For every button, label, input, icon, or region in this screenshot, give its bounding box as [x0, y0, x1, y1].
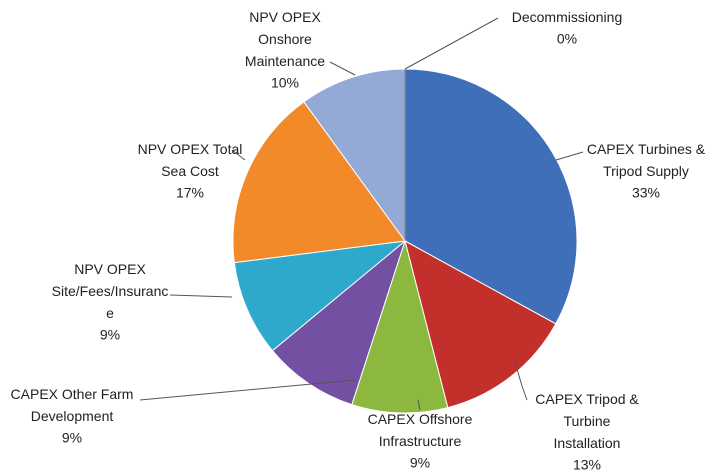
slice-label: CAPEX Offshore Infrastructure [368, 411, 473, 449]
pie-slice [233, 240, 407, 352]
leader-line [329, 61, 356, 76]
leader-line [514, 361, 528, 401]
slices [232, 68, 578, 414]
slice-label: CAPEX Turbines & Tripod Supply [587, 141, 706, 179]
leader-line [231, 149, 246, 161]
pie-slice [271, 239, 407, 406]
slice-value-label: 13% [573, 457, 601, 473]
pie-slice [404, 240, 557, 409]
pie-slice [232, 101, 406, 264]
leader-line [555, 151, 584, 161]
slice-label: CAPEX Tripod & Turbine Installation [535, 391, 639, 451]
slice-label: NPV OPEX Onshore Maintenance [245, 9, 325, 69]
slice-value-label: 10% [271, 75, 299, 91]
slice-value-label: 9% [100, 327, 120, 343]
slice-value-label: 9% [62, 430, 82, 446]
slice-label: Decommissioning [512, 9, 622, 25]
leader-line [139, 379, 356, 401]
slice-value-label: 17% [176, 185, 204, 201]
slice-label: NPV OPEX Total Sea Cost [138, 141, 243, 179]
leader-line [404, 17, 499, 70]
slice-label: NPV OPEX Site/Fees/Insuranc e [52, 261, 169, 321]
leader-line [417, 399, 421, 411]
leader-line [169, 294, 233, 298]
pie-slice [303, 68, 406, 243]
slice-value-label: 0% [557, 31, 577, 47]
slice-value-label: 33% [632, 185, 660, 201]
labels: CAPEX Turbines & Tripod Supply 33% CAPEX Tr… [11, 9, 706, 473]
pie-slice [404, 68, 578, 325]
slice-value-label: 9% [410, 455, 430, 471]
slice-label: CAPEX Other Farm Development [11, 386, 134, 424]
pie-slice [351, 239, 449, 414]
